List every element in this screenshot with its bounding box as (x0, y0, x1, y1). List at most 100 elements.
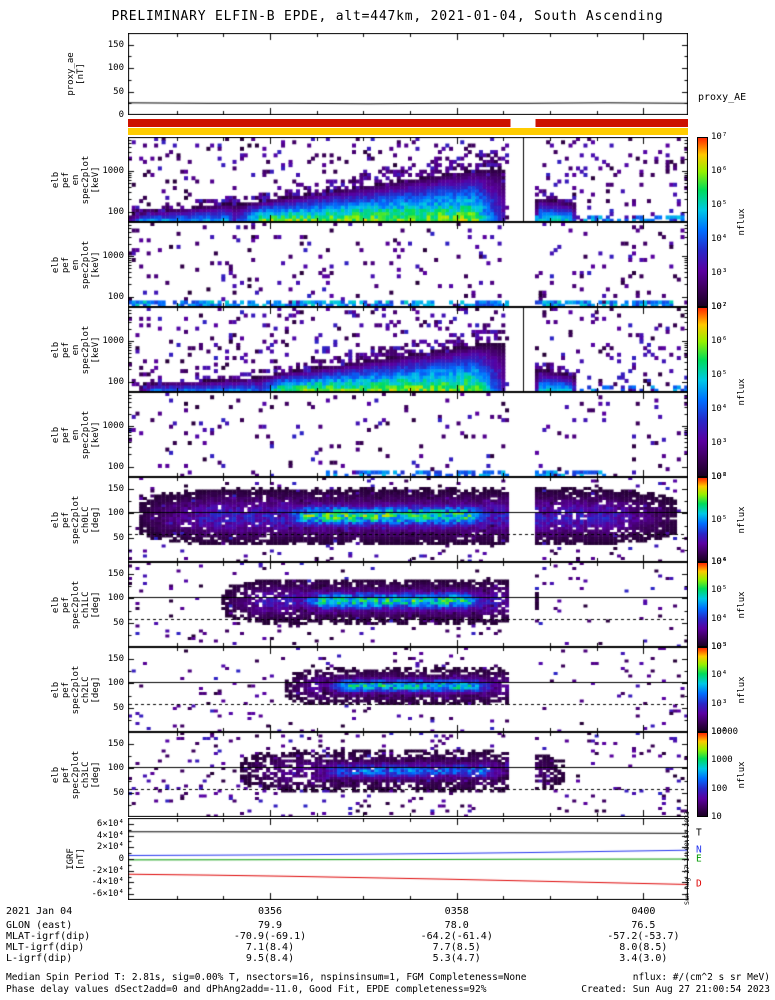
en-spec-2-cbtick-4: 10³ (711, 438, 728, 448)
axis-row-0-value-0: 79.9 (257, 920, 283, 931)
lc-spec-1-cbtick-3: 10³ (711, 642, 728, 652)
en-spec-3-ytick-100: 100 (107, 461, 124, 472)
igrf-series-label-E: E (696, 853, 702, 865)
axis-row-2-value-1: 7.7(8.5) (432, 942, 481, 953)
lc-spec-2-ytick-150: 150 (107, 654, 124, 665)
en-spec-0-zlabel: nflux (737, 208, 747, 236)
axis-row-3-value-2: 3.4(3.0) (619, 953, 668, 964)
en-spec-0-cbtick-2: 10⁵ (711, 200, 728, 210)
axis-row-1-value-2: -57.2(-53.7) (607, 931, 680, 942)
en-spec-2-cbtick-5: 10² (711, 472, 728, 482)
lc-spec-3-zlabel: nflux (737, 760, 747, 789)
en-spec-0-canvas (128, 137, 688, 222)
lc-spec-1-ytick-150: 150 (107, 569, 124, 580)
axis-row-label-1: MLAT-igrf(dip) (6, 931, 91, 942)
lc-spec-0-cbtick-1: 10⁵ (711, 514, 728, 525)
lc-spec-1-cbtick-1: 10⁵ (711, 585, 728, 596)
en-spec-0-cbtick-0: 10⁷ (711, 132, 728, 142)
en-spec-0-cbtick-3: 10⁴ (711, 234, 728, 244)
axis-row-label-3: L-igrf(dip) (6, 953, 73, 964)
en-spec-0-ytick-100: 100 (107, 206, 124, 217)
footer-spin-info: Median Spin Period T: 2.81s, sig=0.00% T… (6, 972, 527, 983)
lc-spec-3-cbtick-3: 10 (711, 812, 722, 822)
en-spec-2-cbtick-3: 10⁴ (711, 404, 728, 414)
axis-date: 2021 Jan 04 (6, 906, 73, 917)
footer-created: Created: Sun Aug 27 21:00:54 2023 (581, 984, 770, 995)
axis-row-2-value-2: 8.0(8.5) (619, 942, 668, 953)
en-spec-2-colorbar (697, 307, 708, 477)
lc-spec-3-ytick-150: 150 (107, 739, 124, 750)
lc-spec-0-colorbar (697, 477, 708, 562)
proxy-ae-ytick-50: 50 (113, 86, 124, 97)
en-spec-2-ylabel: elb pef en spec2plot [keV] (50, 325, 102, 374)
axis-row-3-value-0: 9.5(8.4) (245, 953, 295, 964)
igrf-series-label-D: D (696, 878, 702, 890)
en-spec-0-colorbar (697, 137, 708, 307)
proxy-ae-right-label: proxy_AE (698, 92, 747, 103)
en-spec-2-cbtick-2: 10⁵ (711, 370, 728, 380)
lc-spec-1-ytick-50: 50 (113, 617, 124, 628)
en-spec-3-ylabel: elb pef en spec2plot [keV] (50, 410, 102, 459)
en-spec-2-ytick-1000: 1000 (102, 336, 124, 347)
en-spec-2-zlabel: nflux (737, 378, 747, 406)
lc-spec-1-zlabel: nflux (737, 590, 747, 619)
lc-spec-0-cbtick-2: 10⁴ (711, 557, 728, 567)
lc-spec-1-cbtick-2: 10⁴ (711, 613, 728, 624)
en-spec-1-canvas (128, 222, 688, 307)
en-spec-2-canvas (128, 307, 688, 392)
proxy-ae-ytick-100: 100 (107, 63, 124, 74)
lc-spec-3-cbtick-2: 100 (711, 783, 728, 794)
en-spec-0-cbtick-1: 10⁶ (711, 166, 728, 176)
lc-spec-0-cbtick-0: 10⁶ (711, 472, 728, 482)
quality-bar-yellow (128, 128, 688, 135)
lc-spec-0-canvas (128, 477, 688, 562)
proxy-ae-ytick-150: 150 (107, 39, 124, 50)
lc-spec-2-canvas (128, 647, 688, 732)
en-spec-0-cbtick-5: 10² (711, 302, 728, 312)
igrf-ytick--6×10⁴: -6×10⁴ (91, 889, 124, 900)
axis-row-0-value-2: 76.5 (631, 920, 656, 931)
proxy-ae-ytick-0: 0 (118, 110, 124, 120)
en-spec-1-ytick-1000: 1000 (102, 251, 124, 262)
lc-spec-2-ytick-50: 50 (113, 702, 124, 713)
axis-row-1-value-1: -64.2(-61.4) (420, 931, 493, 942)
footer-phase-info: Phase delay values dSect2add=0 and dPhAn… (6, 984, 487, 995)
axis-row-label-2: MLT-igrf(dip) (6, 942, 85, 953)
lc-spec-1-cbtick-0: 10⁶ (711, 557, 728, 567)
igrf-canvas (128, 818, 688, 900)
en-spec-2-ytick-100: 100 (107, 376, 124, 387)
en-spec-0-cbtick-4: 10³ (711, 268, 728, 278)
quality-bar-red (128, 119, 688, 127)
axis-row-0-value-1: 78.0 (444, 920, 469, 931)
en-spec-2-cbtick-0: 10⁷ (711, 302, 728, 312)
lc-spec-3-cbtick-1: 1000 (711, 755, 733, 766)
lc-spec-3-ytick-50: 50 (113, 787, 124, 798)
en-spec-1-ytick-100: 100 (107, 291, 124, 302)
axis-row-1-value-0: -70.9(-69.1) (233, 931, 307, 942)
lc-spec-2-ytick-100: 100 (107, 678, 124, 689)
igrf-ytick-2×10⁴: 2×10⁴ (96, 842, 124, 853)
lc-spec-2-cbtick-2: 10³ (711, 698, 728, 709)
lc-spec-1-ytick-100: 100 (107, 593, 124, 604)
igrf-ytick-6×10⁴: 6×10⁴ (96, 818, 124, 829)
igrf-ytick--2×10⁴: -2×10⁴ (91, 865, 124, 876)
igrf-series-label-T: T (696, 827, 702, 839)
chart-title: PRELIMINARY ELFIN-B EPDE, alt=447km, 202… (111, 9, 664, 24)
lc-spec-0-ytick-100: 100 (107, 508, 124, 519)
lc-spec-3-canvas (128, 732, 688, 817)
igrf-series-label-N: N (696, 844, 702, 856)
lc-spec-3-ytick-100: 100 (107, 763, 124, 774)
lc-spec-2-cbtick-1: 10⁴ (711, 670, 728, 681)
lc-spec-2-cbtick-0: 10⁵ (711, 642, 728, 652)
lc-spec-2-zlabel: nflux (737, 675, 747, 704)
igrf-ytick-4×10⁴: 4×10⁴ (96, 830, 124, 841)
lc-spec-2-colorbar (697, 647, 708, 732)
axis-row-3-value-1: 5.3(4.7) (432, 953, 481, 964)
axis-time-0400: 0400 (631, 906, 656, 917)
en-spec-1-ylabel: elb pef en spec2plot [keV] (50, 240, 102, 289)
proxy-ae-canvas (128, 33, 688, 115)
igrf-ytick--4×10⁴: -4×10⁴ (91, 877, 124, 888)
lc-spec-0-ytick-50: 50 (113, 532, 124, 543)
en-spec-3-ytick-1000: 1000 (102, 421, 124, 432)
side-timestamp: Sun Aug 27 14:00:54 2023 (683, 811, 691, 905)
